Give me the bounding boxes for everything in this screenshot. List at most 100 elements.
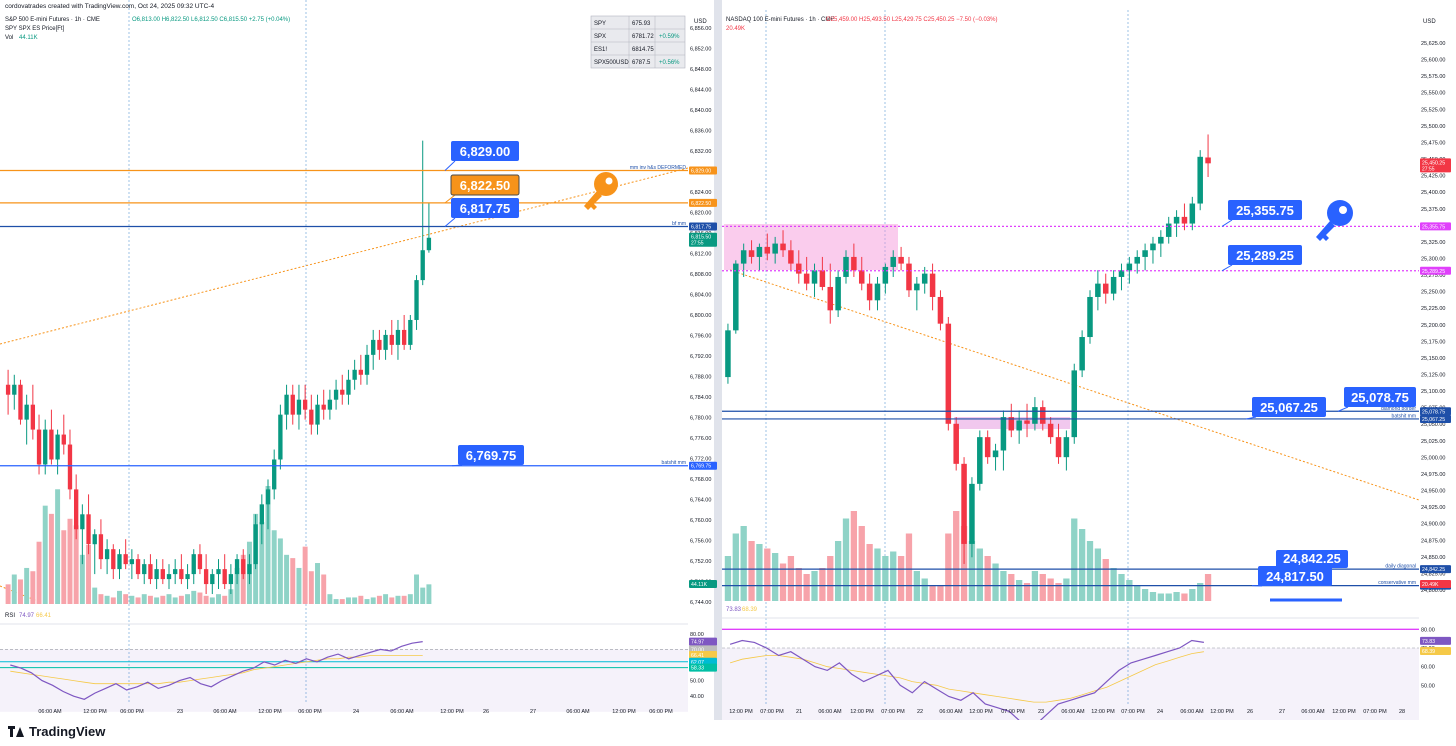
x-tick-label: 28	[1399, 709, 1405, 715]
x-tick-label: 12:00 PM	[1210, 709, 1234, 715]
candle-body	[1024, 420, 1030, 424]
watchlist-symbol: SPY	[594, 21, 606, 27]
y-tick-label: 6,760.00	[690, 518, 711, 524]
x-tick-label: 12:00 PM	[258, 709, 282, 715]
y-tick-label: 6,744.00	[690, 600, 711, 606]
y-tick-label: 6,776.00	[690, 436, 711, 442]
volume-bar	[333, 599, 339, 604]
y-tick-label: 24,975.00	[1421, 472, 1445, 478]
y-tick-label: 6,844.00	[690, 88, 711, 94]
right-symbol-line[interactable]: NASDAQ 100 E-mini Futures · 1h · CME	[726, 17, 834, 23]
left-volume-value: 44.11K	[19, 35, 38, 41]
price-axis-badge-label: 6,822.50	[691, 201, 711, 207]
volume-bar	[1165, 593, 1172, 601]
volume-bar	[339, 599, 345, 604]
y-tick-label: 6,812.00	[690, 252, 711, 258]
candle-body	[835, 276, 841, 311]
candle-body	[819, 270, 826, 287]
volume-bar	[48, 513, 54, 604]
rsi-line	[729, 639, 1204, 720]
volume-bar	[1016, 580, 1023, 601]
candle-body	[340, 389, 345, 395]
rsi-value: 74.97	[19, 613, 35, 619]
x-tick-label: 26	[1247, 709, 1253, 715]
y-tick-label: 6,808.00	[690, 272, 711, 278]
volume-bar	[945, 533, 952, 601]
candle-body	[1173, 216, 1180, 224]
volume-bar	[1023, 583, 1031, 601]
volume-bar	[216, 594, 221, 604]
left-ohlc: O6,813.00 H6,822.50 L6,812.50 C6,815.50 …	[132, 17, 290, 23]
price-axis-badge-label: 25,078.75	[1422, 409, 1445, 415]
left-overlay-label: SPY SPX ES Price[Ft]	[5, 26, 65, 32]
watchlist-price: 675.93	[632, 21, 651, 27]
x-tick-label: 24	[353, 709, 359, 715]
watchlist-widget[interactable]: SPY 675.93 SPX 6781.72 +0.59% ES1! 6814.…	[590, 15, 686, 69]
candle-body	[272, 459, 277, 490]
candle-body	[1032, 407, 1038, 424]
candle-body	[290, 394, 295, 415]
volume-bar	[890, 551, 897, 601]
volume-bar	[414, 574, 420, 604]
x-tick-label: 22	[917, 709, 923, 715]
rsi-axis-badge	[1420, 636, 1451, 645]
y-tick-label: 6,756.00	[690, 539, 711, 545]
y-tick-label: 6,856.00	[690, 26, 711, 32]
candle-body	[890, 256, 896, 267]
x-tick-label: 12:00 PM	[440, 709, 464, 715]
volume-bar	[166, 594, 172, 604]
volume-bar	[315, 563, 320, 604]
rsi-value: 73.83	[726, 607, 742, 613]
rsi-axis-label: 68.39	[1422, 649, 1435, 655]
y-tick-label: 6,792.00	[690, 354, 711, 360]
volume-bar	[426, 584, 432, 604]
candle-body	[1110, 276, 1117, 294]
volume-bar	[259, 522, 265, 604]
highlight-zone	[724, 224, 898, 270]
volume-bar	[921, 578, 928, 601]
volume-bar	[420, 587, 426, 604]
volume-bar	[1204, 574, 1212, 601]
y-tick-label: 6,848.00	[690, 67, 711, 73]
rsi-axis-label: 70.00	[691, 647, 704, 653]
candle-body	[1142, 250, 1148, 257]
volume-axis-badge	[1420, 580, 1451, 588]
tradingview-brand[interactable]: TradingView	[8, 724, 105, 739]
volume-bar	[36, 541, 42, 604]
volume-bar	[24, 567, 30, 604]
y-tick-label: 6,784.00	[690, 395, 711, 401]
x-tick-label: 06:00 AM	[1180, 709, 1204, 715]
candle-body	[969, 483, 975, 544]
x-tick-label: 12:00 PM	[850, 709, 874, 715]
callout-pointer	[1337, 406, 1349, 412]
left-symbol-line[interactable]: S&P 500 E-mini Futures · 1h · CME	[5, 17, 100, 23]
volume-bar	[1118, 574, 1125, 601]
y-tick-label: 24,875.00	[1421, 538, 1445, 544]
volume-axis-label: 20.49K	[1422, 582, 1439, 588]
price-callout	[451, 198, 519, 218]
level-note: diamond border	[1381, 406, 1416, 412]
candle-body	[764, 246, 771, 254]
candle-body	[135, 559, 141, 575]
volume-bar	[42, 505, 48, 604]
price-callout-label: 25,355.75	[1236, 203, 1294, 218]
candle-body	[1016, 420, 1022, 431]
trend-line	[729, 269, 1420, 501]
level-note: bf mm	[672, 221, 686, 227]
candle-body	[148, 564, 153, 580]
volume-bar	[345, 597, 351, 604]
candle-body	[129, 559, 135, 565]
volume-bar	[1134, 586, 1141, 601]
candle-body	[154, 569, 159, 580]
y-tick-label: 6,772.00	[690, 457, 711, 463]
volume-bar	[1063, 578, 1070, 601]
price-callout	[451, 141, 519, 161]
volume-bar	[732, 533, 739, 601]
volume-bar	[370, 597, 376, 604]
y-tick-label: 6,832.00	[690, 149, 711, 155]
price-callout-label: 6,817.75	[460, 201, 511, 216]
rsi-label: RSI	[5, 613, 15, 619]
price-axis-badge	[1420, 565, 1451, 574]
candle-body	[111, 549, 116, 570]
candle-body	[827, 286, 834, 311]
